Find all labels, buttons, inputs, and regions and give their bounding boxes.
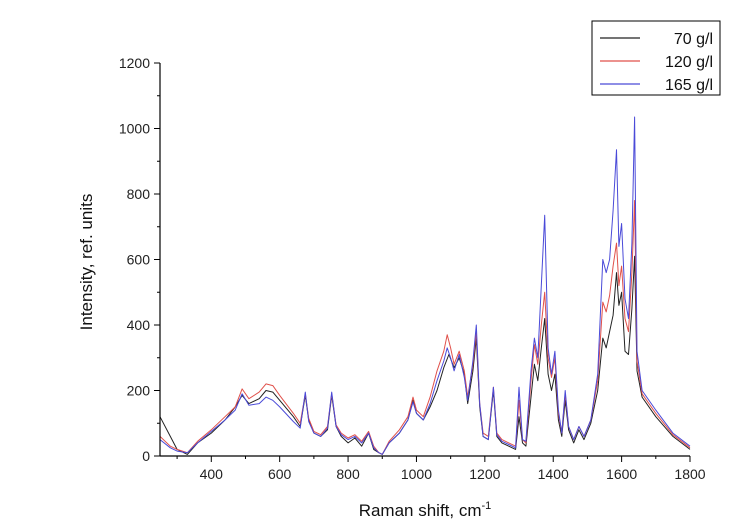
x-tick-label: 400 [200, 466, 224, 482]
legend-label-1: 70 g/l [674, 31, 713, 48]
x-ticks: 400 600 800 1000 1200 1400 1600 1800 [176, 456, 706, 482]
y-tick-label: 1000 [119, 121, 150, 137]
y-tick-label: 1200 [119, 55, 150, 71]
x-tick-label: 600 [268, 466, 292, 482]
x-tick-label: 1000 [401, 466, 432, 482]
x-tick-label: 1600 [606, 466, 637, 482]
x-tick-label: 1800 [674, 466, 705, 482]
x-tick-label: 1200 [469, 466, 500, 482]
x-axis-title: Raman shift, cm-1 [359, 500, 492, 520]
legend-label-2: 120 g/l [665, 54, 713, 71]
plot-lines [159, 116, 691, 455]
x-axis-title-superscript: -1 [482, 500, 492, 512]
y-axis-title: Intensity, ref. units [77, 194, 96, 331]
y-tick-label: 400 [127, 317, 151, 333]
legend: 70 g/l 120 g/l 165 g/l [591, 20, 721, 96]
y-tick-label: 0 [142, 448, 150, 464]
y-tick-label: 200 [127, 383, 151, 399]
x-tick-label: 1400 [538, 466, 569, 482]
y-tick-label: 600 [127, 252, 151, 268]
y-tick-label: 800 [127, 186, 151, 202]
x-axis-title-text: Raman shift, cm [359, 501, 482, 520]
legend-box [591, 20, 721, 96]
x-tick-label: 800 [336, 466, 360, 482]
y-ticks: 0 200 400 600 800 1000 1200 [119, 55, 160, 464]
legend-label-3: 165 g/l [665, 77, 713, 94]
series-line-3 [159, 116, 691, 455]
